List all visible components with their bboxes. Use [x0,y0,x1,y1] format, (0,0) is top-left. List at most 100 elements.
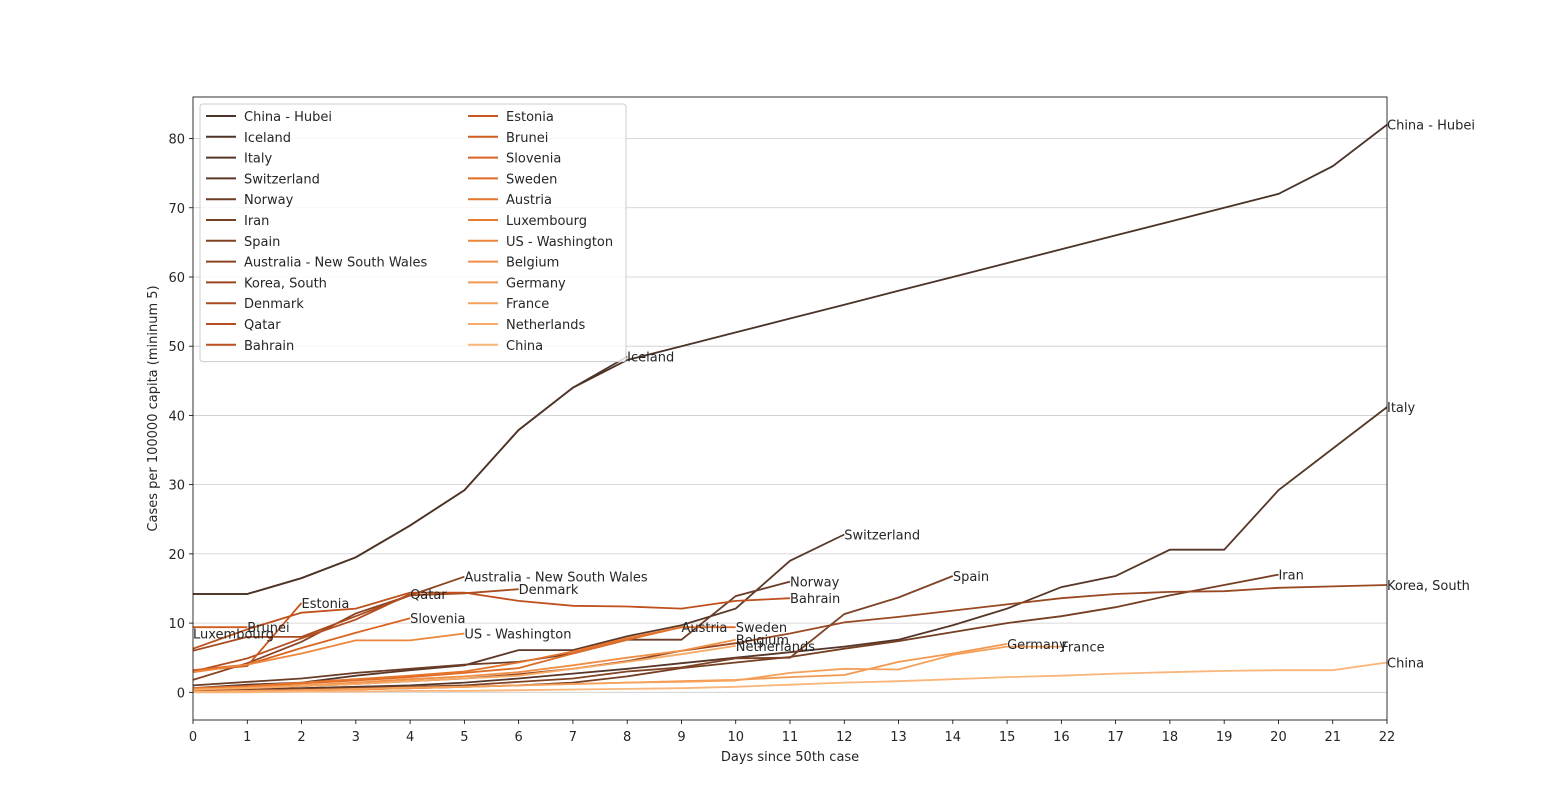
legend-label-denmark: Denmark [244,297,304,312]
legend-label-france: France [506,297,549,312]
legend-box [199,103,627,363]
legend-label-korea-south: Korea, South [244,276,327,291]
series-end-label-slovenia: Slovenia [410,612,465,627]
x-tick-label: 5 [460,730,468,745]
legend: China - Hubei Iceland Italy Switzerland Norw… [199,103,627,363]
series-line-italy [192,406,1388,693]
series-end-label-china: China [1387,657,1424,672]
series-end-label-australia-new-south-wales: Australia - New South Wales [464,571,647,586]
x-tick-label: 20 [1270,730,1287,745]
x-tick-label: 19 [1216,730,1233,745]
legend-label-italy: Italy [244,152,273,167]
series-line-austria [192,626,682,690]
series-end-label-austria: Austria [681,621,727,636]
legend-label-estonia: Estonia [506,110,554,125]
x-tick-label: 2 [297,730,305,745]
y-tick-label: 50 [168,340,185,355]
series-end-label-denmark: Denmark [519,583,579,598]
legend-label-iran: Iran [244,214,269,229]
x-axis: 0 1 2 3 4 5 6 7 8 9 10 11 12 13 14 15 16 17 18 19 20 21 22 [189,720,1395,745]
y-tick-label: 70 [168,202,185,217]
series-lines [192,123,1388,694]
y-tick-label: 10 [168,617,185,632]
y-tick-label: 80 [168,133,185,148]
legend-label-slovenia: Slovenia [506,152,561,167]
series-end-label-italy: Italy [1387,401,1416,416]
x-tick-label: 8 [623,730,631,745]
x-tick-label: 22 [1379,730,1396,745]
series-end-labels: China - Hubei Iceland Italy Switzerland Norw… [193,119,1475,672]
series-end-label-iceland: Iceland [627,351,674,366]
legend-label-brunei: Brunei [506,131,548,146]
y-tick-label: 60 [168,271,185,286]
x-tick-label: 21 [1324,730,1341,745]
legend-label-bahrain: Bahrain [244,339,294,354]
x-axis-label: Days since 50th case [721,750,859,765]
x-tick-label: 10 [727,730,744,745]
legend-label-us-washington: US - Washington [506,235,613,250]
series-end-label-qatar: Qatar [410,588,447,603]
x-tick-label: 18 [1162,730,1179,745]
x-tick-label: 0 [189,730,197,745]
x-tick-label: 12 [836,730,853,745]
series-line-iceland [193,355,628,595]
series-end-label-luxembourg: Luxembourg [193,627,274,642]
x-tick-label: 17 [1107,730,1124,745]
legend-label-australia-new-south-wales: Australia - New South Wales [244,256,427,271]
legend-label-iceland: Iceland [244,131,291,146]
x-tick-label: 3 [352,730,360,745]
x-tick-label: 11 [782,730,799,745]
x-tick-label: 7 [569,730,577,745]
y-tick-label: 20 [168,548,185,563]
x-tick-label: 15 [999,730,1016,745]
series-end-label-korea-south: Korea, South [1387,579,1470,594]
legend-label-luxembourg: Luxembourg [506,214,587,229]
series-end-label-netherlands: Netherlands [736,640,815,655]
series-end-label-bahrain: Bahrain [790,592,840,607]
legend-label-china-hubei: China - Hubei [244,110,332,125]
legend-label-netherlands: Netherlands [506,318,585,333]
legend-label-germany: Germany [506,276,566,291]
x-tick-label: 4 [406,730,414,745]
x-tick-label: 14 [945,730,962,745]
legend-label-belgium: Belgium [506,256,559,271]
series-line-switzerland [192,533,845,690]
series-line-norway [192,580,791,687]
y-tick-label: 0 [177,686,185,701]
y-tick-label: 40 [168,409,185,424]
legend-label-austria: Austria [506,193,552,208]
series-line-china [193,661,1388,694]
series-line-us-washington [192,632,465,674]
series-end-label-iran: Iran [1278,569,1303,584]
series-end-label-france: France [1061,641,1104,656]
series-end-label-sweden: Sweden [736,621,787,636]
series-end-label-estonia: Estonia [302,597,350,612]
legend-label-qatar: Qatar [244,318,281,333]
x-tick-label: 9 [677,730,685,745]
legend-label-norway: Norway [244,193,294,208]
legend-label-spain: Spain [244,235,280,250]
x-tick-label: 1 [243,730,251,745]
series-end-label-germany: Germany [1007,638,1067,653]
x-tick-label: 13 [890,730,907,745]
series-line-slovenia [192,617,411,672]
series-line-netherlands [192,645,736,691]
legend-label-sweden: Sweden [506,172,557,187]
series-line-france [192,645,1062,693]
series-end-label-switzerland: Switzerland [844,528,920,543]
series-end-label-belgium: Belgium [736,634,789,649]
series-line-bahrain [192,591,791,650]
series-end-label-brunei: Brunei [247,621,289,636]
x-tick-label: 16 [1053,730,1070,745]
series-end-label-norway: Norway [790,576,840,591]
legend-label-china: China [506,339,543,354]
legend-label-switzerland: Switzerland [244,172,320,187]
series-end-label-spain: Spain [953,570,989,585]
y-axis-label: Cases per 100000 capita (mininum 5) [146,285,161,531]
y-tick-label: 30 [168,479,185,494]
series-line-qatar [192,593,411,673]
x-tick-label: 6 [514,730,522,745]
series-line-spain [192,575,954,692]
series-end-label-china-hubei: China - Hubei [1387,119,1475,134]
y-axis: 0 10 20 30 40 50 60 70 80 [168,133,193,701]
